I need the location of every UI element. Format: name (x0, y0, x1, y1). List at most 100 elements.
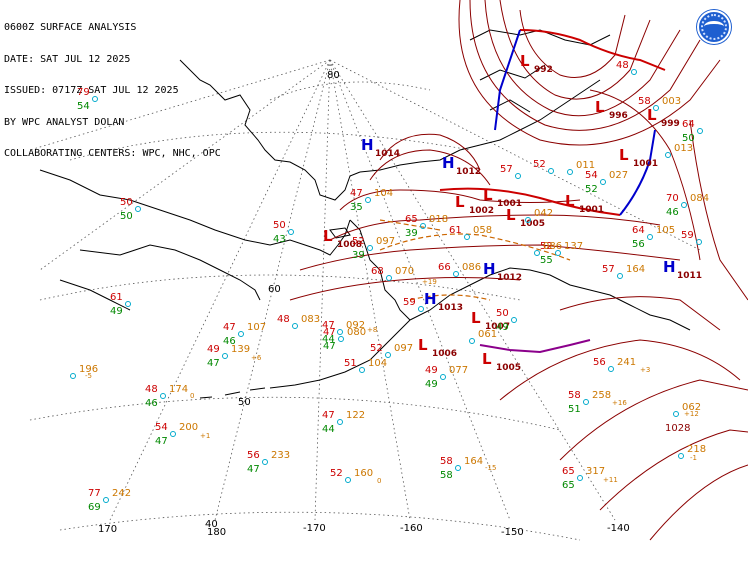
isobar-12 (559, 296, 721, 331)
station-pressure: 042 (534, 208, 553, 219)
lat-line-50 (29, 396, 561, 431)
warm-front-1 (439, 187, 621, 216)
pressure-tendency: +3 (640, 366, 650, 374)
station-dewpoint: 69 (88, 502, 101, 513)
station-circle (600, 179, 606, 185)
station-temperature: 64 (632, 225, 645, 236)
station-pressure: 139 (231, 344, 250, 355)
station-temperature: 61 (449, 225, 462, 236)
station-dewpoint: 46 (666, 207, 679, 218)
station-temperature: 48 (145, 384, 158, 395)
station-temperature: 47 (323, 327, 336, 338)
isobar-14 (559, 379, 748, 461)
lon-line-170 (109, 59, 331, 521)
isobar-6 (379, 133, 481, 171)
low-center-symbol: L (418, 336, 428, 354)
lat-label: 80 (327, 70, 340, 81)
isobars (289, 0, 748, 541)
station-dewpoint: 46 (223, 336, 236, 347)
station-temperature: 52 (533, 159, 546, 170)
lat-line-40 (59, 511, 581, 541)
isobar-1 (458, 0, 721, 146)
low-center-symbol: L (520, 52, 530, 70)
occluded-front-1 (479, 339, 591, 354)
station-temperature: 58 (638, 96, 651, 107)
isobar-5 (519, 9, 626, 78)
high-center-symbol: H (663, 258, 676, 276)
lon-line-w2 (39, 59, 331, 271)
station-pressure: 164 (626, 264, 645, 275)
isobar-7 (369, 149, 491, 186)
center-pressure-label: 992 (534, 65, 553, 75)
lat-label: 50 (238, 397, 251, 408)
station-circle (453, 271, 459, 277)
station-pressure: 200 (179, 422, 198, 433)
kamchatka-coast (59, 279, 131, 311)
station-circle (418, 306, 424, 312)
station-dewpoint: 39 (405, 228, 418, 239)
center-pressure-label: 1008 (337, 240, 362, 250)
station-circle (70, 373, 76, 379)
pressure-tendency: +8 (367, 326, 377, 334)
station-circle (385, 352, 391, 358)
station-temperature: 47 (322, 320, 335, 331)
station-dewpoint: 52 (585, 184, 598, 195)
station-temperature: 52 (352, 236, 365, 247)
lon-label: -150 (501, 527, 524, 538)
station-circle (631, 69, 637, 75)
pressure-tendency: +19 (422, 278, 437, 286)
station-dewpoint: 39 (352, 250, 365, 261)
logo-ring (701, 14, 727, 40)
station-temperature: 57 (500, 164, 513, 175)
station-dewpoint: 58 (440, 470, 453, 481)
station-circle (160, 393, 166, 399)
trough-2 (409, 294, 491, 301)
station-dewpoint: 35 (350, 202, 363, 213)
station-pressure: 104 (374, 188, 393, 199)
station-pressure: 058 (473, 225, 492, 236)
station-temperature: 70 (666, 193, 679, 204)
station-circle (525, 217, 531, 223)
station-temperature: 65 (405, 214, 418, 225)
isobar-3 (484, 0, 681, 117)
pressure-tendency: +12 (684, 410, 699, 418)
station-circle (469, 338, 475, 344)
station-temperature: 50 (496, 308, 509, 319)
high-center-symbol: H (361, 136, 374, 154)
lon-line-e1 (329, 59, 701, 251)
gull-icon (704, 21, 724, 32)
station-circle (555, 250, 561, 256)
high-center-symbol: H (424, 290, 437, 308)
warm-front-2 (519, 29, 666, 71)
high-center-symbol: H (483, 260, 496, 278)
station-temperature: 79 (77, 87, 90, 98)
station-temperature: 64 (682, 119, 695, 130)
station-temperature: 56 (247, 450, 260, 461)
station-pressure: 174 (169, 384, 188, 395)
low-center-symbol: L (647, 106, 657, 124)
center-pressure-label: 1005 (520, 219, 545, 229)
pressure-tendency: 0 (190, 392, 194, 400)
pressure-tendency: -15 (485, 464, 496, 472)
center-pressure-label: 1012 (497, 273, 522, 283)
station-temperature: 52 (330, 468, 343, 479)
lat-label: 40 (205, 519, 218, 530)
isobar-2 (469, 0, 701, 131)
station-pressure: 317 (586, 466, 605, 477)
isobar-8 (339, 189, 581, 211)
station-pressure: 062 (682, 402, 701, 413)
isobar-15 (599, 429, 748, 511)
center-pressure-label: 1012 (456, 167, 481, 177)
station-circle (292, 323, 298, 329)
station-pressure: 104 (368, 358, 387, 369)
station-dewpoint: 44 (322, 424, 335, 435)
station-circle (262, 459, 268, 465)
station-pressure: 011 (576, 160, 595, 171)
station-temperature: 54 (155, 422, 168, 433)
lat-label: 60 (268, 284, 281, 295)
station-temperature: 58 (440, 456, 453, 467)
station-pressure: 137 (564, 241, 583, 252)
siberia-inner-coast (79, 244, 261, 301)
station-circle (222, 353, 228, 359)
station-dewpoint: 47 (323, 341, 336, 352)
